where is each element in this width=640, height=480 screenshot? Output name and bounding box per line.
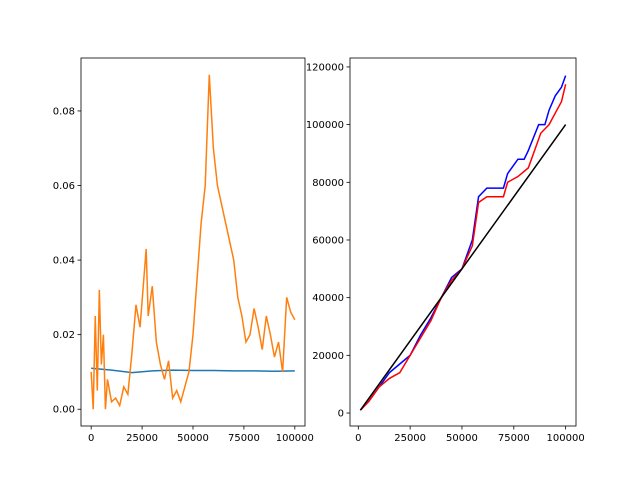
x-tick-label: 75000 <box>498 433 530 444</box>
y-tick-label: 40000 <box>312 293 344 304</box>
data-line <box>359 84 567 411</box>
y-tick-label: 80000 <box>312 178 344 189</box>
y-tick-label: 100000 <box>306 120 344 131</box>
axes-frame <box>349 57 577 427</box>
y-tick-label: 0.02 <box>53 330 75 341</box>
data-line <box>359 75 567 411</box>
y-tick-label: 60000 <box>312 235 344 246</box>
x-tick-label: 25000 <box>394 433 426 444</box>
y-tick-label: 0.06 <box>53 181 75 192</box>
y-tick-label: 0 <box>338 409 344 420</box>
data-line <box>359 124 567 411</box>
y-tick-label: 120000 <box>306 62 344 73</box>
x-tick-label: 75000 <box>228 433 260 444</box>
data-line <box>90 74 296 410</box>
y-tick-label: 20000 <box>312 351 344 362</box>
data-line <box>91 367 295 374</box>
x-tick-label: 50000 <box>177 433 209 444</box>
x-tick-label: 100000 <box>276 433 314 444</box>
x-tick-label: 25000 <box>126 433 158 444</box>
x-tick-label: 0 <box>88 433 94 444</box>
y-tick-label: 0.08 <box>53 106 75 117</box>
y-tick-label: 0.04 <box>53 256 75 267</box>
x-tick-label: 50000 <box>446 433 478 444</box>
y-tick-label: 0.00 <box>53 405 75 416</box>
x-tick-label: 0 <box>355 433 361 444</box>
x-tick-label: 100000 <box>547 433 585 444</box>
